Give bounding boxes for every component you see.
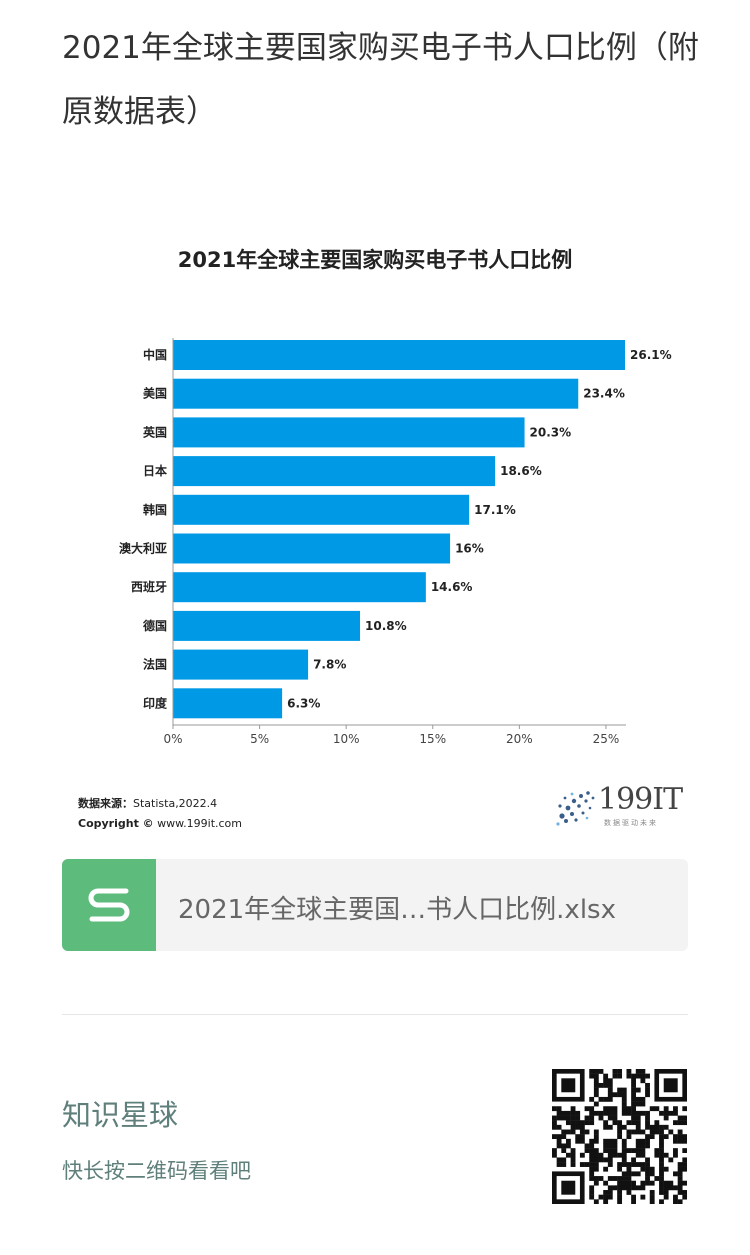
bar [173, 649, 309, 680]
value-label: 7.8% [313, 658, 346, 672]
x-tick-label: 0% [163, 732, 182, 746]
value-label: 20.3% [530, 425, 572, 439]
value-label: 18.6% [500, 464, 542, 478]
x-tick-label: 20% [506, 732, 533, 746]
category-label: 中国 [143, 347, 167, 362]
logo-tagline: 数据驱动未来 [604, 819, 658, 827]
category-label: 韩国 [143, 502, 167, 517]
chart-title: 2021年全球主要国家购买电子书人口比例 [177, 248, 573, 272]
category-label: 英国 [143, 424, 167, 439]
spreadsheet-icon [62, 859, 156, 951]
bar [173, 456, 496, 487]
bar [173, 533, 451, 564]
bar [173, 610, 361, 641]
attachment-card[interactable]: 2021年全球主要国…书人口比例.xlsx [62, 859, 688, 951]
category-label: 德国 [143, 618, 167, 633]
value-label: 16% [455, 542, 484, 556]
x-tick-label: 25% [593, 732, 620, 746]
category-label: 澳大利亚 [119, 541, 167, 556]
footer-subtitle: 快长按二维码看看吧 [62, 1159, 251, 1183]
category-label: 西班牙 [131, 579, 167, 594]
bar [173, 688, 283, 719]
bar [173, 572, 426, 603]
chart-image[interactable]: 2021年全球主要国家购买电子书人口比例 中国 26.1% 美国 23.4% 英国 20.… [62, 228, 688, 843]
divider [62, 1014, 688, 1015]
copyright-text: www.199it.com [157, 817, 243, 830]
page-title: 2021年全球主要国家购买电子书人口比例（附原数据表） [62, 30, 699, 130]
bar [173, 378, 579, 409]
x-tick-label: 15% [419, 732, 446, 746]
brand-logo: 199IT 数据驱动未来 [552, 782, 683, 830]
value-label: 17.1% [474, 503, 516, 517]
x-tick-label: 5% [250, 732, 269, 746]
qr-code-icon[interactable] [552, 1069, 687, 1204]
bar [173, 417, 525, 448]
value-label: 23.4% [583, 387, 625, 401]
logo-text: 199IT [598, 782, 683, 817]
source-text: Statista,2022.4 [133, 797, 218, 810]
category-label: 日本 [143, 463, 167, 478]
chart-source: 数据来源：Statista,2022.4 Copyright © www.199… [78, 794, 242, 834]
value-label: 26.1% [630, 348, 672, 362]
source-label: 数据来源： [78, 797, 133, 810]
bar [173, 494, 470, 525]
category-label: 美国 [143, 386, 167, 401]
value-label: 10.8% [365, 619, 407, 633]
x-tick-label: 10% [333, 732, 360, 746]
bar [173, 340, 625, 370]
logo-dots-icon [556, 791, 595, 826]
copyright-label: Copyright © [78, 817, 154, 830]
attachment-filename[interactable]: 2021年全球主要国…书人口比例.xlsx [178, 895, 616, 925]
footer-title: 知识星球 [62, 1098, 179, 1132]
category-label: 法国 [143, 657, 167, 672]
bar-chart: 中国 26.1% 美国 23.4% 英国 20.3% 日本 18.6% 韩国 17.1% 澳大利亚 1… [119, 338, 672, 746]
category-label: 印度 [143, 695, 168, 710]
value-label: 14.6% [431, 580, 473, 594]
value-label: 6.3% [287, 696, 320, 710]
